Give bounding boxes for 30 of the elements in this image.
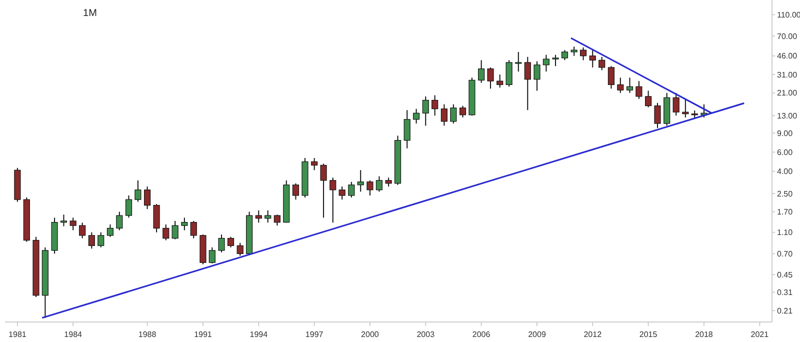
y-tick-label: 4.00 (777, 167, 794, 176)
x-tick-label: 2003 (416, 330, 436, 339)
y-tick-label: 13.00 (777, 111, 798, 120)
y-tick-label: 21.00 (777, 88, 798, 98)
x-tick-label: 1981 (8, 330, 27, 339)
x-tick-label: 2021 (750, 330, 770, 339)
y-tick-label: 2.50 (777, 189, 794, 198)
y-tick-label: 6.00 (777, 148, 794, 157)
x-tick-label: 2006 (472, 330, 491, 339)
y-tick-label: 0.45 (777, 270, 794, 280)
x-tick-label: 2000 (361, 330, 380, 339)
x-tick-label: 2015 (639, 330, 658, 339)
x-tick-label: 2018 (695, 330, 714, 339)
x-tick-label: 1984 (64, 330, 83, 339)
y-tick-label: 0.31 (777, 288, 794, 297)
x-tick-label: 1991 (194, 330, 212, 339)
x-tick-label: 2012 (584, 330, 602, 339)
y-tick-label: 70.00 (777, 32, 798, 41)
y-tick-label: 46.00 (777, 52, 798, 61)
y-tick-label: 0.70 (777, 249, 794, 258)
y-tick-label: 9.00 (777, 128, 794, 138)
x-tick-label: 1988 (138, 330, 157, 339)
y-tick-label: 1.10 (777, 228, 794, 238)
x-tick-label: 1994 (250, 330, 268, 339)
y-tick-label: 1.70 (777, 208, 794, 217)
x-tick-label: 1997 (305, 330, 324, 339)
text: 1M (83, 8, 97, 19)
y-tick-label: 31.00 (777, 70, 798, 80)
x-tick-label: 2009 (528, 330, 546, 339)
y-tick-label: 0.21 (777, 306, 794, 316)
